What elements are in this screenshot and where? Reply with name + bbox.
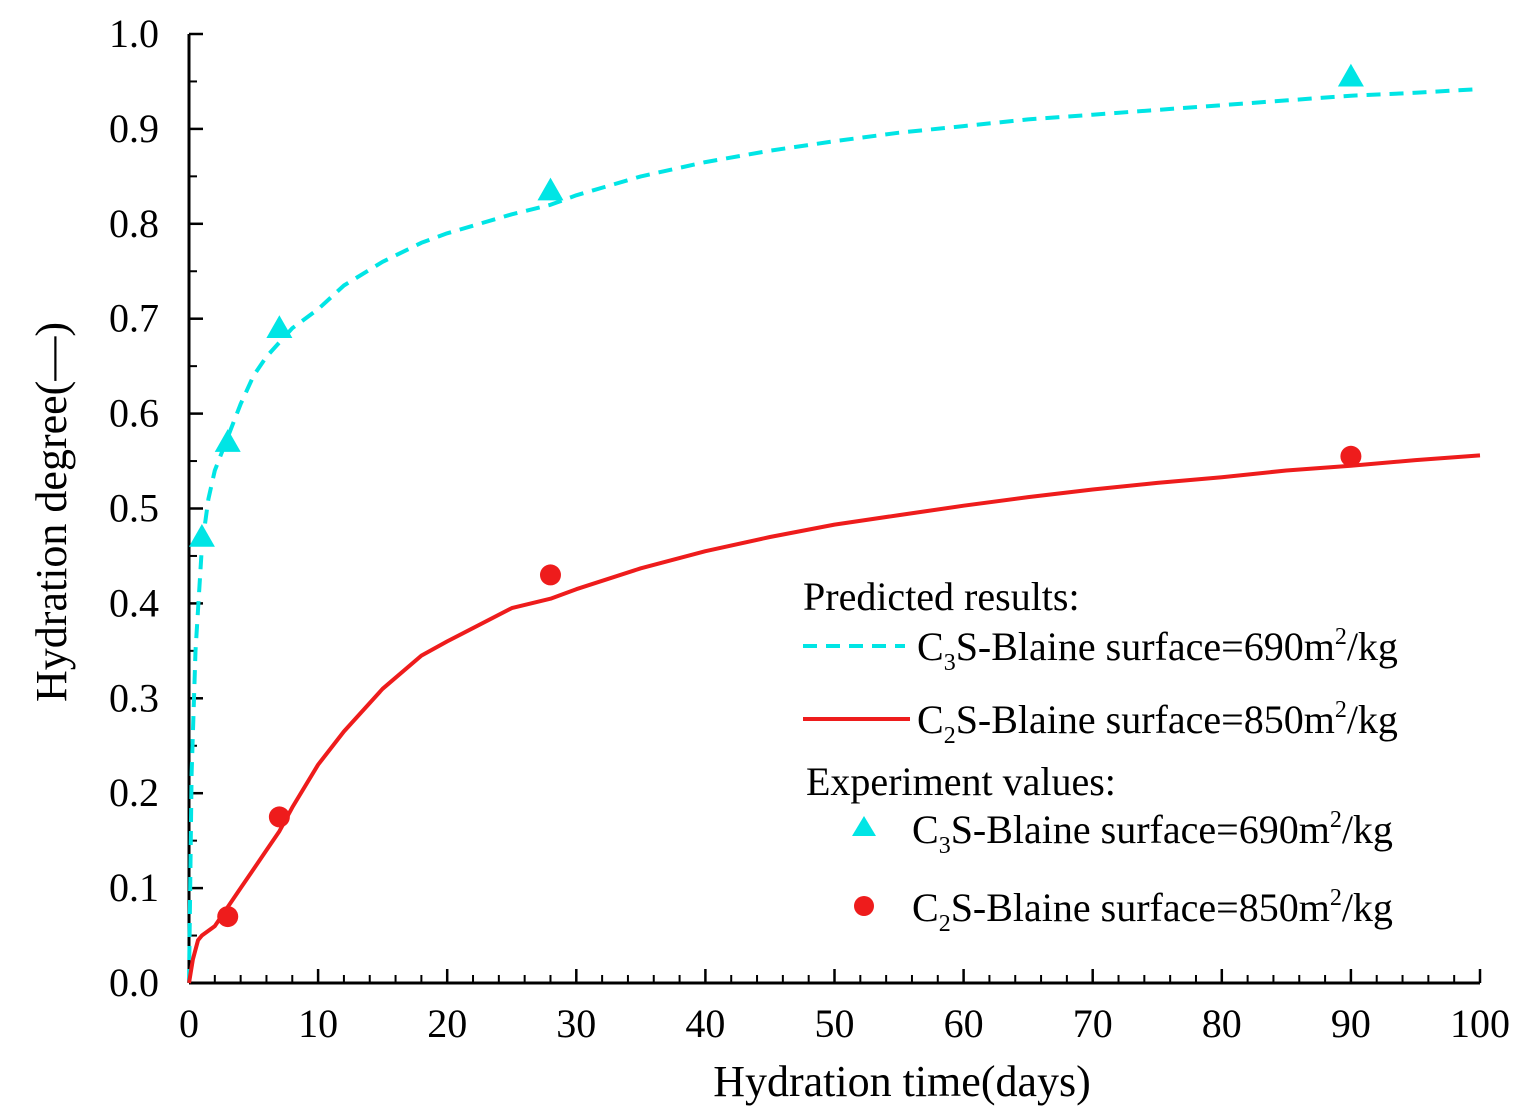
x-axis-title: Hydration time(days) bbox=[713, 1057, 1091, 1106]
legend-c3s-triangle-marker bbox=[852, 816, 876, 836]
y-tick-label: 0.8 bbox=[109, 201, 159, 246]
y-tick-label: 0.0 bbox=[109, 960, 159, 1005]
legend-predicted-heading: Predicted results: bbox=[803, 574, 1080, 619]
legend-c3s-experiment-label: C3S-Blaine surface=690m2/kg bbox=[912, 807, 1393, 859]
legend-c2s-circle-marker bbox=[854, 896, 874, 916]
c3s-experiment-point bbox=[1337, 63, 1364, 87]
x-tick-label: 20 bbox=[427, 1001, 467, 1046]
x-tick-label: 70 bbox=[1073, 1001, 1113, 1046]
x-tick-label: 80 bbox=[1202, 1001, 1242, 1046]
x-tick-label: 40 bbox=[685, 1001, 725, 1046]
y-tick-label: 0.5 bbox=[109, 486, 159, 531]
c3s-predicted-line bbox=[187, 87, 1481, 984]
y-tick-label: 0.9 bbox=[109, 106, 159, 151]
c2s-experiment-point bbox=[217, 906, 239, 928]
x-tick-label: 60 bbox=[944, 1001, 984, 1046]
legend-experiment-heading: Experiment values: bbox=[806, 759, 1116, 804]
y-tick-label: 0.4 bbox=[109, 580, 159, 625]
c2s-predicted-line bbox=[187, 453, 1481, 984]
series-layer bbox=[187, 87, 1481, 984]
legend-c2s-experiment-label: C2S-Blaine surface=850m2/kg bbox=[912, 885, 1393, 937]
x-tick-label: 0 bbox=[179, 1001, 199, 1046]
c3s-experiment-point bbox=[214, 429, 241, 452]
y-tick-label: 1.0 bbox=[109, 11, 159, 56]
c2s-experiment-point bbox=[1340, 445, 1362, 467]
c3s-experiment-point bbox=[266, 315, 293, 338]
x-tick-label: 30 bbox=[556, 1001, 596, 1046]
marker-layer bbox=[188, 63, 1364, 928]
y-axis-title: Hydration degree(—) bbox=[27, 322, 76, 702]
y-tick-label: 0.6 bbox=[109, 391, 159, 436]
legend: Predicted results: C3S-Blaine surface=690… bbox=[803, 574, 1398, 937]
axes: 0 10 20 30 40 50 60 70 80 90 100 0.0 0.1 0.2 0.3 0.4 0.5… bbox=[109, 11, 1510, 1046]
legend-c2s-predicted-label: C2S-Blaine surface=850m2/kg bbox=[917, 697, 1398, 749]
c2s-experiment-point bbox=[268, 806, 290, 828]
y-tick-label: 0.2 bbox=[109, 770, 159, 815]
x-tick-label: 100 bbox=[1450, 1001, 1510, 1046]
legend-c3s-predicted-label: C3S-Blaine surface=690m2/kg bbox=[917, 624, 1398, 676]
y-tick-label: 0.3 bbox=[109, 675, 159, 720]
c3s-experiment-point bbox=[537, 177, 564, 201]
x-tick-label: 10 bbox=[298, 1001, 338, 1046]
c2s-experiment-point bbox=[539, 564, 561, 586]
x-tick-label: 50 bbox=[815, 1001, 855, 1046]
y-tick-label: 0.7 bbox=[109, 296, 159, 341]
y-tick-label: 0.1 bbox=[109, 865, 159, 910]
c3s-experiment-point bbox=[188, 523, 215, 547]
x-tick-label: 90 bbox=[1331, 1001, 1371, 1046]
